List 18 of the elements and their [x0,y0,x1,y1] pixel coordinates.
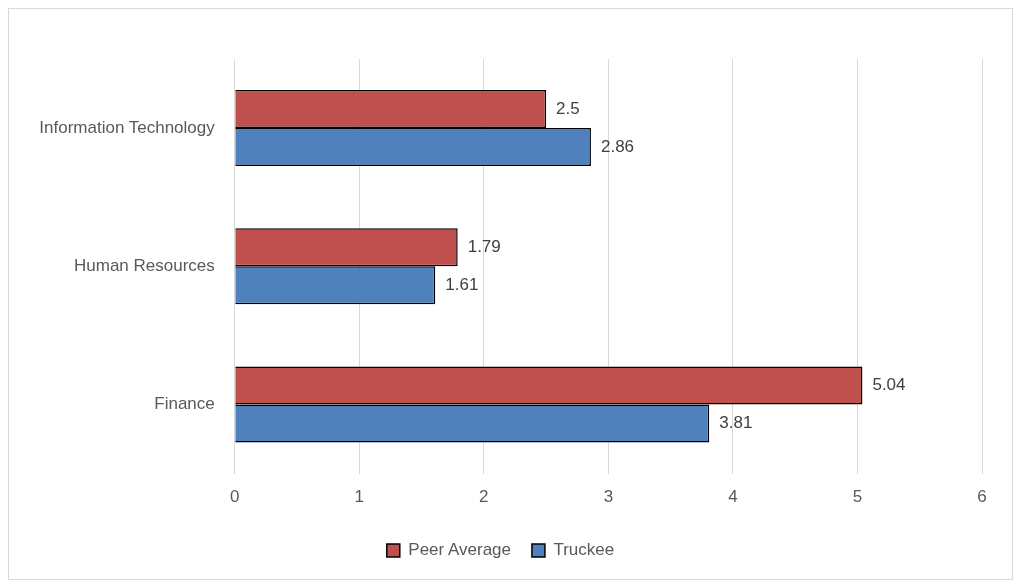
data-label: 1.61 [445,274,479,294]
data-label: 2.86 [600,136,635,156]
y-tick-label: Finance [154,394,215,414]
data-label: 2.5 [556,98,580,118]
legend-label: Peer Average [408,540,512,560]
legend-label: Truckee [553,540,615,560]
y-tick-label: Information Technology [39,117,216,137]
y-tick-label: Human Resources [73,255,215,275]
data-label: 5.04 [872,375,906,395]
x-tick-label: 2 [479,487,489,507]
data-label: 1.79 [467,236,501,256]
x-tick-label: 0 [230,487,240,507]
x-tick-label: 3 [603,487,614,507]
data-label: 3.81 [719,413,753,433]
x-tick-label: 6 [977,487,987,507]
x-tick-label: 1 [354,487,365,507]
x-tick-label: 4 [728,487,738,507]
x-tick-label: 5 [852,487,863,507]
